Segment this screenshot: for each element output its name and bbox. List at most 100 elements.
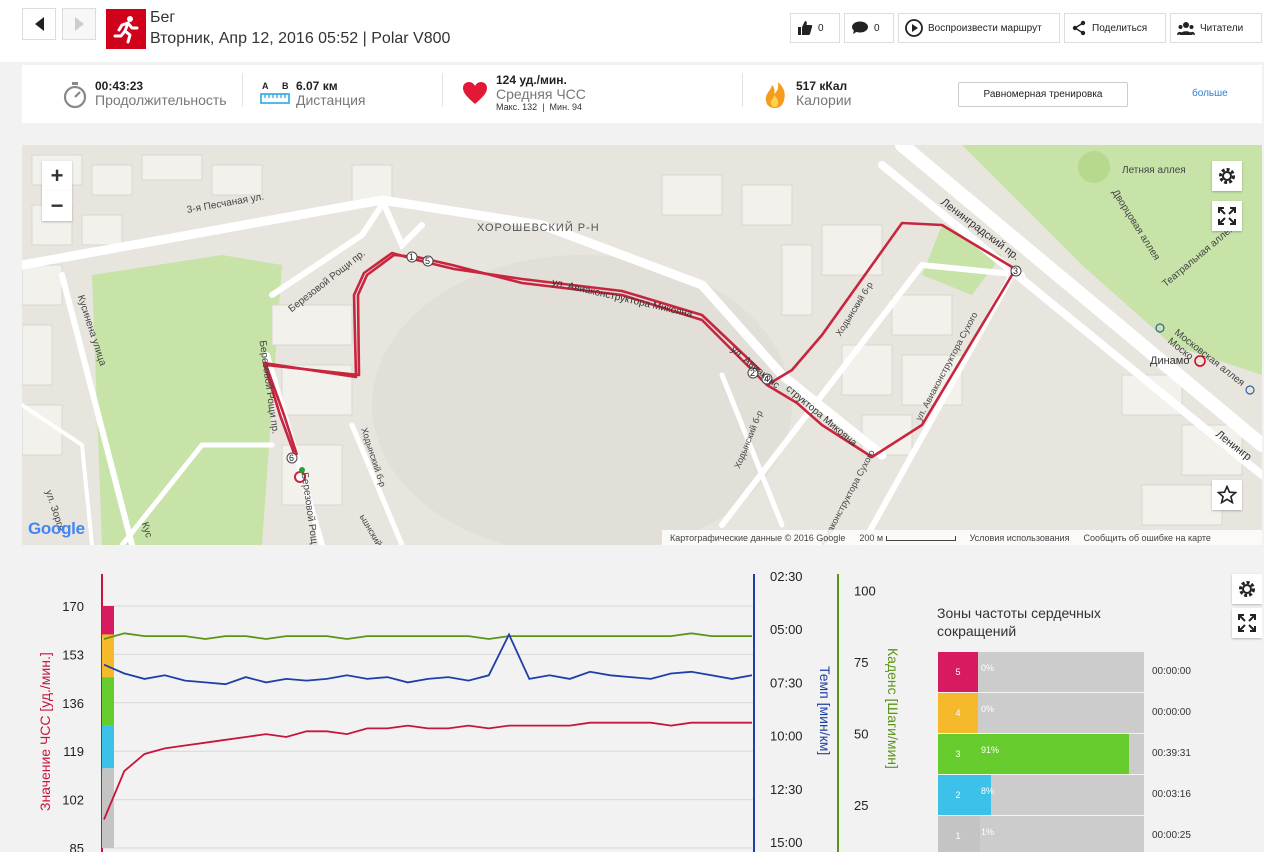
hr-axis-title: Значение ЧСС [уд./мин.] <box>37 652 53 811</box>
comments-button[interactable]: 0 <box>844 13 894 43</box>
cadence-tick-label: 50 <box>854 726 868 741</box>
hr-separator: | <box>542 102 545 112</box>
training-chart[interactable]: 170 153 136 119 102 85 02:30 05:00 07:30 10:00 12:… <box>22 566 922 852</box>
zone-percent: 0% <box>981 704 995 714</box>
header: Бег Вторник, Апр 12, 2016 05:52 | Polar … <box>0 0 1264 62</box>
ruler-icon: A B <box>260 81 290 107</box>
forward-button[interactable] <box>62 8 96 40</box>
avg-hr-label: Средняя ЧСС <box>496 86 586 102</box>
hr-zone-row: 4 0% 00:00:00 <box>938 693 1238 733</box>
play-icon <box>905 19 923 37</box>
chart-panel: 170 153 136 119 102 85 02:30 05:00 07:30 10:00 12:… <box>22 566 1262 852</box>
chevron-left-icon <box>34 17 44 31</box>
back-button[interactable] <box>22 8 56 40</box>
share-label: Поделиться <box>1092 22 1148 34</box>
readers-button[interactable]: Читатели <box>1170 13 1262 43</box>
zone-percent: 91% <box>981 745 1000 755</box>
distance-b-label: B <box>282 81 289 91</box>
metro-label: Динамо <box>1150 355 1190 367</box>
pace-tick-label: 12:30 <box>770 782 803 797</box>
hr-tick-label: 153 <box>62 647 84 662</box>
zone-time: 00:00:00 <box>1152 666 1191 677</box>
map-settings-button[interactable] <box>1212 161 1242 191</box>
svg-text:1: 1 <box>409 252 414 262</box>
zone-time: 00:00:00 <box>1152 707 1191 718</box>
chevron-right-icon <box>74 17 84 31</box>
svg-text:3: 3 <box>1013 266 1018 276</box>
zone-number: 3 <box>938 734 978 774</box>
svg-text:5: 5 <box>425 256 430 266</box>
pace-tick-label: 15:00 <box>770 835 803 850</box>
like-button[interactable]: 0 <box>790 13 840 43</box>
calories-value: 517 кКал <box>796 79 848 93</box>
calories-label: Калории <box>796 92 852 108</box>
replay-route-button[interactable]: Воспроизвести маршрут <box>898 13 1060 43</box>
people-icon <box>1177 22 1195 35</box>
pace-tick-label: 05:00 <box>770 622 803 637</box>
hr-zone-strip <box>102 606 114 635</box>
map-data-credit: Картографические данные © 2016 Google <box>670 532 846 543</box>
svg-text:4: 4 <box>764 374 769 384</box>
distance-value: 6.07 км <box>296 79 338 93</box>
zone-percent: 1% <box>981 827 995 837</box>
readers-label: Читатели <box>1200 22 1244 34</box>
chart-fullscreen-button[interactable] <box>1232 608 1262 638</box>
session-subtitle: Вторник, Апр 12, 2016 05:52 | Polar V800 <box>150 30 451 47</box>
avg-hr-value: 124 уд./мин. <box>496 73 567 87</box>
fullscreen-icon <box>1218 207 1236 225</box>
gear-icon <box>1239 581 1255 597</box>
star-icon <box>1217 485 1237 505</box>
thumbs-up-icon <box>798 21 813 35</box>
zone-bar-fill <box>978 775 992 815</box>
route-map[interactable]: 1 5 2 4 3 6 ХОРОШЕВСКИЙ Р-Н 3-я Песчаная… <box>22 145 1262 545</box>
distance-a-label: A <box>262 81 269 91</box>
pace-tick-label: 07:30 <box>770 675 803 690</box>
hr-zone-row: 3 91% 00:39:31 <box>938 734 1238 774</box>
pace-axis-title: Темп [мин/км] <box>817 666 833 755</box>
map-canvas: 1 5 2 4 3 6 <box>22 145 1262 545</box>
map-fullscreen-button[interactable] <box>1212 201 1242 231</box>
divider <box>742 73 743 107</box>
pace-tick-label: 02:30 <box>770 569 803 584</box>
running-icon <box>106 9 146 49</box>
gear-icon <box>1219 168 1235 184</box>
pace-tick-label: 10:00 <box>770 729 803 744</box>
comment-icon <box>852 21 868 34</box>
replay-route-label: Воспроизвести маршрут <box>928 22 1042 34</box>
divider <box>442 73 443 107</box>
map-footer: Картографические данные © 2016 Google 20… <box>662 530 1262 545</box>
hr-min: Мин. 94 <box>549 102 583 112</box>
flame-icon <box>765 82 785 108</box>
chart-settings-button[interactable] <box>1232 574 1262 604</box>
zone-bar: 0% <box>978 652 1144 692</box>
cadence-series-line <box>103 632 752 640</box>
share-button[interactable]: Поделиться <box>1064 13 1166 43</box>
distance-label: Дистанция <box>296 92 366 108</box>
zone-number: 5 <box>938 652 978 692</box>
hr-zone-strip <box>102 677 114 726</box>
report-error-link[interactable]: Сообщить об ошибке на карте <box>1083 532 1211 543</box>
hr-zone-row: 5 0% 00:00:00 <box>938 652 1238 692</box>
zone-time: 00:39:31 <box>1152 748 1191 759</box>
duration-value: 00:43:23 <box>95 79 144 93</box>
zoom-out-button[interactable]: − <box>42 191 72 221</box>
training-type-button[interactable]: Равномерная тренировка <box>958 82 1128 107</box>
likes-count: 0 <box>818 22 824 34</box>
zone-number: 2 <box>938 775 978 815</box>
hr-series-line <box>103 721 752 820</box>
stopwatch-icon <box>63 82 87 109</box>
cadence-tick-label: 25 <box>854 798 868 813</box>
favorite-route-button[interactable] <box>1212 480 1242 510</box>
map-scale: 200 м <box>859 533 956 543</box>
zone-percent: 8% <box>981 786 995 796</box>
zone-bar: 91% <box>978 734 1144 774</box>
hr-zone-strip <box>102 725 114 769</box>
hr-zone-strip <box>102 634 114 678</box>
terms-link[interactable]: Условия использования <box>969 532 1070 543</box>
zoom-in-button[interactable]: + <box>42 161 72 191</box>
more-link[interactable]: больше <box>1192 88 1228 99</box>
hr-max: Макс. 132 <box>496 102 538 112</box>
summary-bar: 00:43:23 Продолжительность A B 6.07 км Д… <box>22 65 1262 123</box>
hr-tick-label: 102 <box>62 793 84 808</box>
